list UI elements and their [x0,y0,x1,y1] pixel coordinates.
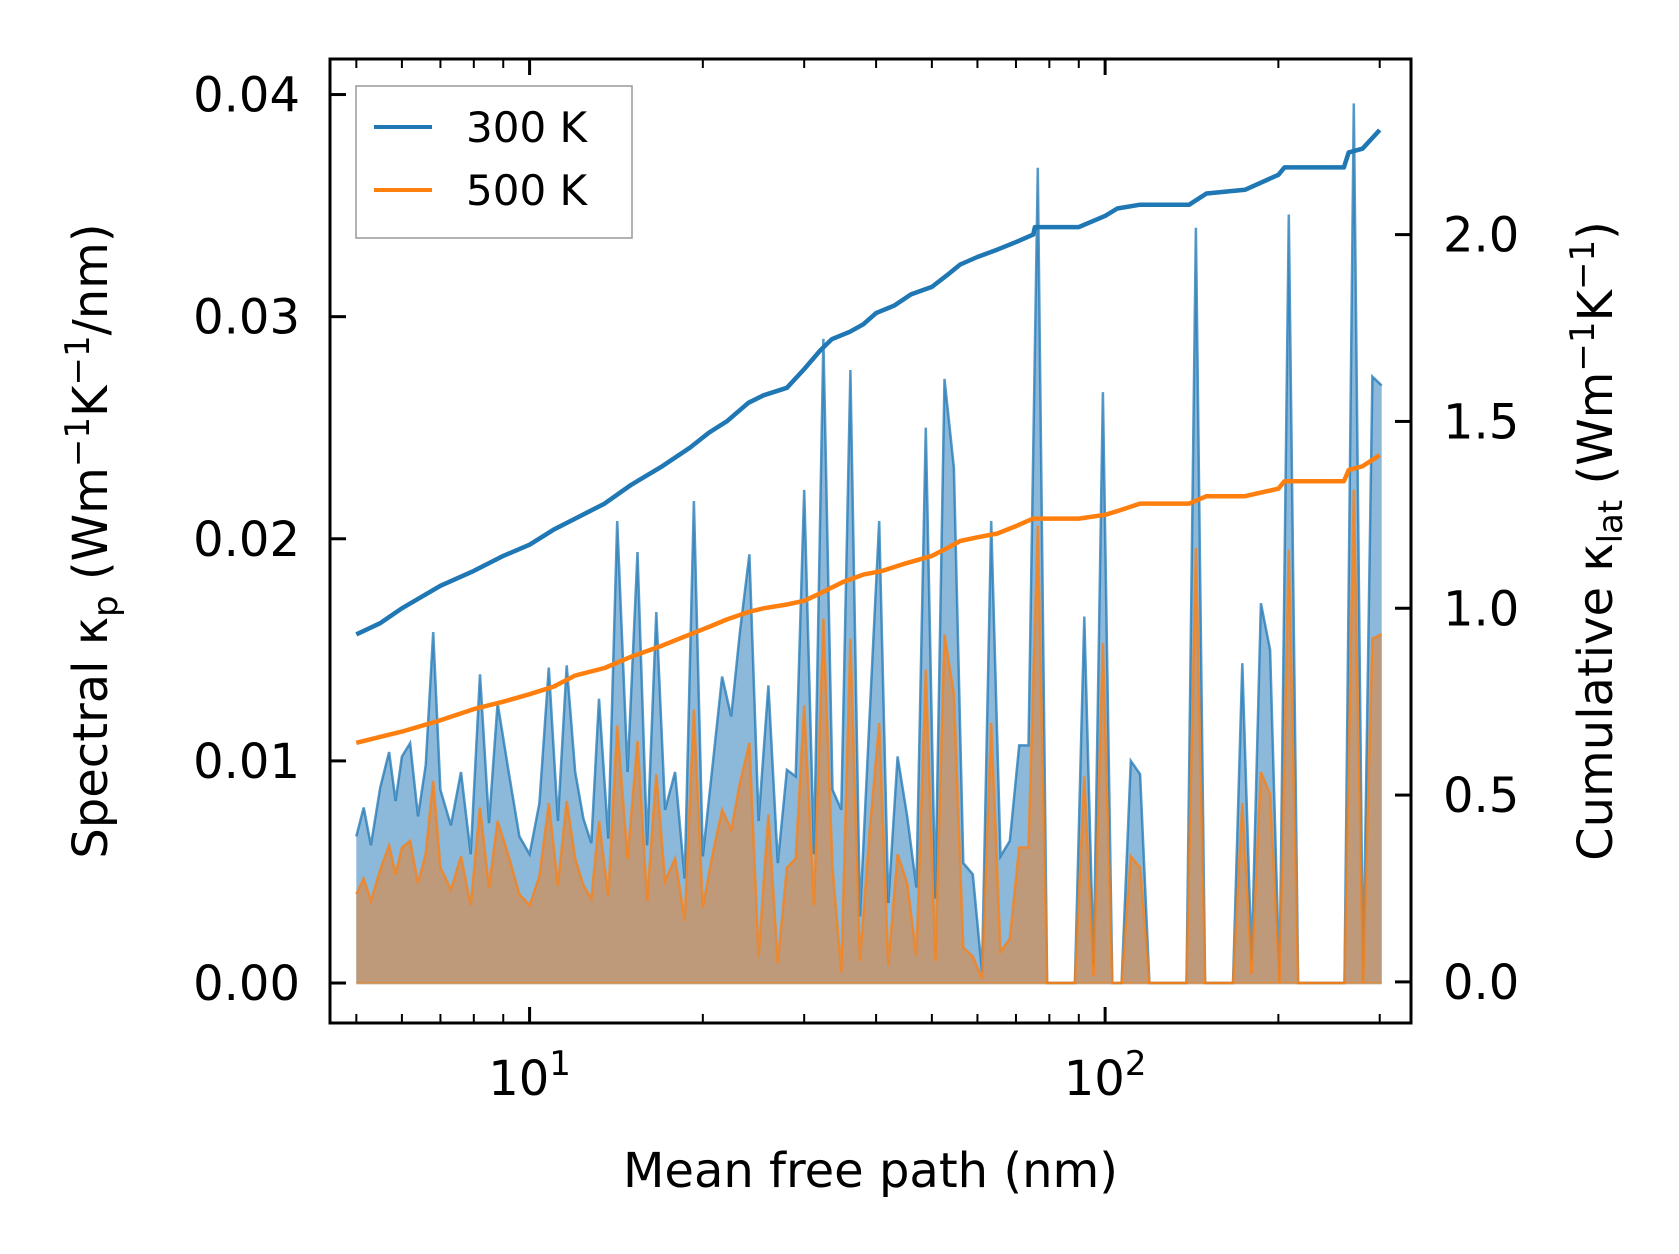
y-right-tick-label: 2.0 [1443,208,1519,264]
cumulative-line-300k [355,128,1382,637]
plot-frame [328,57,1413,1025]
x-tick-label-base: 10 [488,1051,549,1107]
line-layer [355,128,1382,745]
y-left-tick-label: 0.00 [193,956,300,1012]
spectral-fill-500k [356,489,1382,983]
spectral-fill-300k [356,103,1382,983]
y-right-title-unit-a: (Wm [1568,372,1624,500]
y-right-tick-label: 1.0 [1443,581,1519,637]
x-tick-label: 102 [1064,1044,1147,1107]
tick-layer: 101 1020.000.010.020.030.040.00.51.01.52.… [193,59,1519,1107]
y-left-title-unit-b: K [63,384,119,417]
y-right-title-unit-c: ) [1568,221,1624,240]
spectral-fill-layer [355,103,1383,985]
y-left-tick-label: 0.02 [193,512,300,568]
y-right-title-unit-b: K [1568,288,1624,321]
y-left-axis-title: Spectral κp (Wm−1K−1/nm) [58,223,126,858]
y-left-title-exp-a: −1 [58,417,98,467]
x-tick-label-base: 10 [1064,1051,1125,1107]
y-left-title-subscript: p [86,595,126,617]
x-tick-label-exponent: 2 [1125,1044,1147,1084]
y-right-axis-title: Cumulative κlat (Wm−1K−1) [1563,221,1631,861]
x-tick-label-exponent: 1 [549,1044,571,1084]
y-left-title-unit-a: (Wm [63,467,119,595]
y-left-tick-label: 0.01 [193,734,300,790]
y-right-title-subscript: lat [1591,500,1631,544]
x-axis-title: Mean free path (nm) [623,1143,1118,1199]
y-left-title-unit-c: /nm) [63,223,119,335]
y-left-tick-label: 0.04 [193,68,300,124]
legend-label-500k: 500 K [466,166,589,215]
y-left-title-exp-b: −1 [58,335,98,385]
x-tick-label: 101 [488,1044,571,1107]
legend-box [355,85,633,239]
legend-label-300k: 300 K [466,103,589,152]
y-left-title-prefix: Spectral κ [63,617,119,859]
y-left-tick-label: 0.03 [193,290,300,346]
y-right-title-exp-a: −1 [1563,321,1603,371]
y-right-title-exp-b: −1 [1563,240,1603,290]
y-right-tick-label: 0.0 [1443,955,1519,1011]
cumulative-line-500k [355,453,1381,745]
y-right-title-prefix: Cumulative κ [1568,543,1624,861]
y-right-tick-label: 0.5 [1443,768,1519,824]
y-right-tick-label: 1.5 [1443,394,1519,450]
legend: 300 K 500 K [355,85,633,239]
